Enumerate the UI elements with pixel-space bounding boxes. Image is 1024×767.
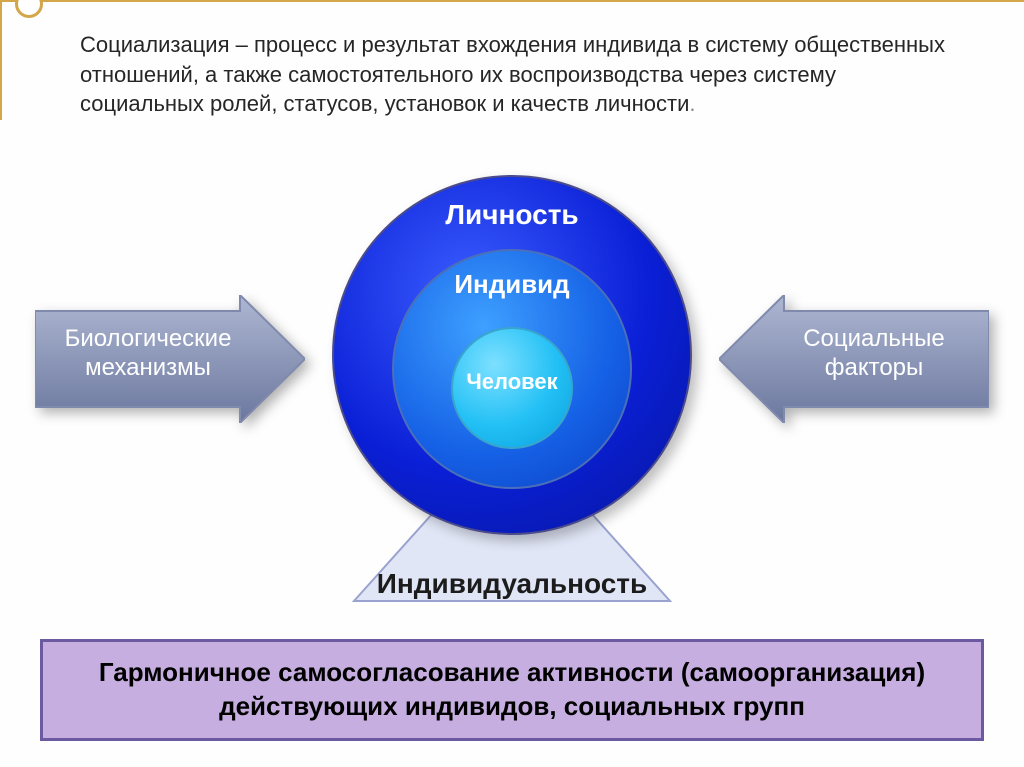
definition-dot: .	[689, 91, 695, 116]
arrow-social: Социальные факторы	[719, 295, 989, 423]
ring-individual-label: Индивид	[394, 269, 630, 300]
ring-human-label: Человек	[453, 369, 571, 395]
definition-lead: Социализация –	[80, 32, 254, 57]
individuality-label: Индивидуальность	[0, 568, 1024, 600]
arrow-biological-label: Биологические механизмы	[53, 325, 243, 383]
ring-human: Человек	[451, 327, 573, 449]
diagram-area: Личность Индивид Человек Биологические м…	[0, 175, 1024, 605]
bottom-summary-box: Гармоничное самосогласование активности …	[40, 639, 984, 741]
arrow-social-label: Социальные факторы	[779, 325, 969, 383]
arrow-right-l1: Социальные	[803, 325, 945, 352]
definition-text: Социализация – процесс и результат вхожд…	[80, 30, 950, 119]
arrow-right-l2: факторы	[825, 354, 924, 381]
concentric-circles: Личность Индивид Человек	[332, 175, 692, 535]
arrow-left-l1: Биологические	[65, 325, 232, 352]
arrow-biological: Биологические механизмы	[35, 295, 305, 423]
slide-top-border	[0, 0, 1024, 20]
slide-left-border	[0, 0, 24, 120]
arrow-left-l2: механизмы	[85, 354, 211, 381]
ring-personality-label: Личность	[334, 199, 690, 231]
